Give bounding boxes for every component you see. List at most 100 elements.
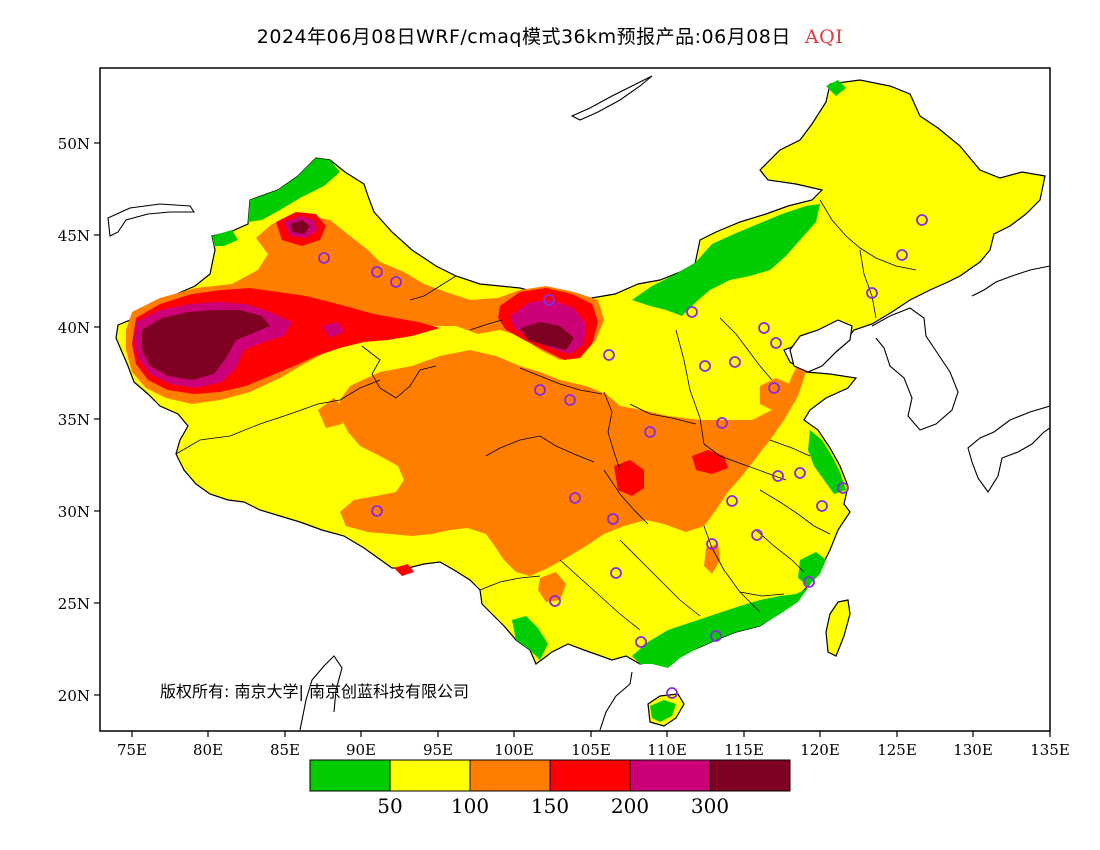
green-fujian — [798, 552, 826, 586]
station-marker — [751, 529, 763, 541]
station-marker — [706, 538, 718, 550]
purple-small-1 — [322, 322, 344, 338]
station-marker — [770, 337, 782, 349]
lon-tick-label: 105E — [571, 741, 611, 759]
station-marker — [726, 495, 738, 507]
station-marker — [543, 294, 555, 306]
legend-label: 300 — [691, 794, 729, 818]
red-small-1 — [394, 564, 414, 576]
legend-label: 100 — [451, 794, 489, 818]
lon-tick-label: 115E — [724, 741, 764, 759]
lon-tick-label: 90E — [346, 741, 376, 759]
lat-tick-label: 50N — [58, 135, 90, 153]
green-inner-mongolia — [632, 204, 820, 316]
station-marker — [716, 417, 728, 429]
station-marker — [610, 567, 622, 579]
station-markers — [318, 214, 928, 699]
lon-tick-label: 95E — [423, 741, 453, 759]
green-northwest-2 — [212, 230, 238, 246]
station-marker — [666, 687, 678, 699]
station-marker — [710, 630, 722, 642]
lon-tick-label: 85E — [270, 741, 300, 759]
aqi-legend: 50 100 150 200 300 — [309, 759, 791, 818]
green-northeast-tip — [826, 80, 846, 96]
green-guangdong — [632, 588, 808, 668]
title-main: 2024年06月08日WRF/cmaq模式36km预报产品:06月08日 — [256, 26, 791, 48]
lat-tick-label: 40N — [58, 319, 90, 337]
province-boundaries — [175, 199, 917, 631]
lat-tick-label: 25N — [58, 595, 90, 613]
title-variable: AQI — [804, 26, 844, 48]
green-south — [512, 616, 548, 660]
lon-tick-labels: 75E 80E 85E 90E 95E 100E 105E 110E 115E … — [117, 741, 1070, 759]
station-marker — [803, 576, 815, 588]
legend-label: 150 — [531, 794, 569, 818]
maroon-xinjiang — [142, 310, 270, 380]
station-marker — [729, 356, 741, 368]
legend-label: 50 — [377, 794, 402, 818]
lon-tick-label: 100E — [494, 741, 534, 759]
station-marker — [371, 266, 383, 278]
lat-tick-label: 35N — [58, 411, 90, 429]
orange-shandong — [760, 378, 790, 410]
station-marker — [635, 636, 647, 648]
lat-tick-label: 20N — [58, 687, 90, 705]
station-marker — [607, 513, 619, 525]
lon-tick-label: 75E — [117, 741, 147, 759]
japan-outline — [967, 405, 1050, 493]
station-marker — [794, 467, 806, 479]
lat-tick-label: 45N — [58, 227, 90, 245]
station-marker — [564, 394, 576, 406]
station-marker — [916, 214, 928, 226]
station-marker — [758, 322, 770, 334]
station-marker — [534, 384, 546, 396]
orange-yunnan-spot — [538, 572, 566, 602]
legend-swatch-green — [309, 759, 391, 792]
red-central-1 — [614, 460, 644, 496]
lon-tick-label: 80E — [193, 741, 223, 759]
legend-swatch-yellow — [389, 759, 471, 792]
bohai-sea — [789, 319, 853, 373]
lat-tick-label: 30N — [58, 503, 90, 521]
station-marker — [390, 276, 402, 288]
lat-ticks — [94, 142, 100, 696]
station-marker — [549, 595, 561, 607]
lon-tick-label: 130E — [953, 741, 993, 759]
legend-swatch-maroon — [709, 759, 791, 792]
lon-tick-label: 135E — [1030, 741, 1070, 759]
station-marker — [768, 382, 780, 394]
station-marker — [772, 470, 784, 482]
station-marker — [371, 505, 383, 517]
station-marker — [816, 500, 828, 512]
orange-east-spot — [704, 544, 720, 574]
korea-outline — [871, 307, 959, 431]
lat-tick-labels: 50N 45N 40N 35N 30N 25N 20N — [58, 135, 90, 705]
station-marker — [569, 492, 581, 504]
map-frame-border — [99, 67, 1051, 732]
lon-tick-label: 110E — [647, 741, 687, 759]
copyright-text: 版权所有: 南京大学| 南京创蓝科技有限公司 — [160, 682, 469, 701]
green-jiangsu — [808, 430, 846, 494]
lon-tick-label: 125E — [877, 741, 917, 759]
maroon-gansu — [520, 322, 574, 350]
legend-swatch-red — [549, 759, 631, 792]
station-marker — [866, 287, 878, 299]
orange-central — [340, 350, 806, 576]
lon-ticks — [131, 731, 1051, 737]
station-marker — [896, 249, 908, 261]
hainan-green — [650, 700, 676, 722]
taiwan-island — [825, 599, 851, 657]
station-marker — [686, 306, 698, 318]
maroon-xinjiang-north — [290, 220, 310, 234]
baikal-lake — [570, 75, 653, 121]
legend-swatch-orange — [469, 759, 551, 792]
station-marker — [837, 482, 849, 494]
southeast-asia-outline — [299, 655, 343, 731]
orange-west-tip — [318, 398, 346, 428]
green-northwest — [248, 158, 340, 222]
vietnam-coast — [599, 671, 633, 731]
legend-swatch-purple — [629, 759, 711, 792]
station-marker — [644, 426, 656, 438]
station-marker — [603, 349, 615, 361]
